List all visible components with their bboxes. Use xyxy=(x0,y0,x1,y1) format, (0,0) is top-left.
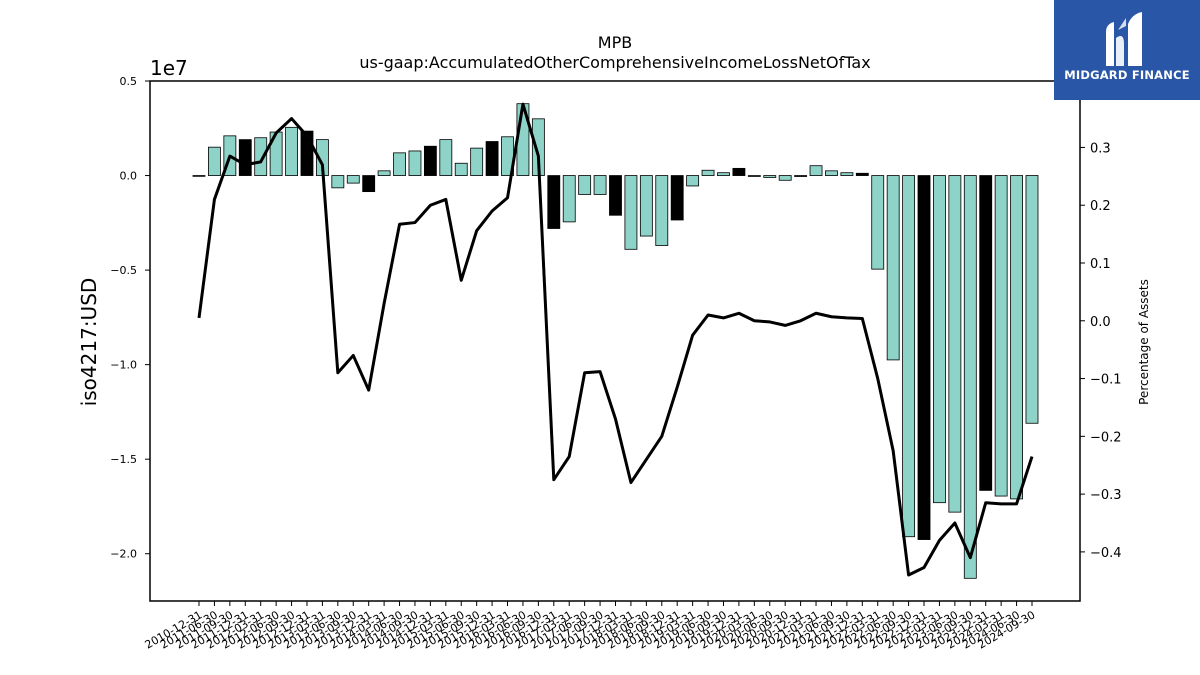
bar-2022-09-30 xyxy=(902,175,916,538)
bar-2011-06-30 xyxy=(208,146,221,176)
bar-2024-09-30 xyxy=(1025,175,1039,424)
bar-2014-12-31 xyxy=(423,145,437,176)
logo-mark-icon xyxy=(1106,12,1142,66)
bar-2020-12-31 xyxy=(794,175,808,177)
y-tick-label: −1.5 xyxy=(110,453,137,466)
y2-tick-label: 0.3 xyxy=(1090,141,1111,156)
bar-2021-09-30 xyxy=(840,172,854,176)
chart-subtitle: us-gaap:AccumulatedOtherComprehensiveInc… xyxy=(359,53,870,72)
y-tick-label: −1.0 xyxy=(110,359,137,372)
y-tick-label: −2.0 xyxy=(110,548,137,561)
line-series xyxy=(197,102,1034,577)
y2-tick-label: −0.2 xyxy=(1090,430,1122,445)
y2-tick-label: −0.1 xyxy=(1090,373,1122,388)
bar-2021-03-31 xyxy=(809,165,823,176)
bar-2023-03-31 xyxy=(933,175,946,504)
bar-2024-03-31 xyxy=(994,175,1008,497)
y2-tick-label: 0.0 xyxy=(1090,315,1111,330)
bar-2014-03-31 xyxy=(377,170,391,176)
bar-series xyxy=(192,103,1039,579)
bar-2021-06-30 xyxy=(825,170,838,176)
bar-2018-06-30 xyxy=(639,175,653,237)
bar-2018-12-31 xyxy=(670,175,684,221)
y-tick-label: 0.5 xyxy=(120,75,138,88)
y2-axis-label: Percentage of Assets xyxy=(1137,279,1151,405)
bar-2024-06-30 xyxy=(1010,175,1023,500)
bar-2012-09-30 xyxy=(285,126,298,176)
bar-2013-09-30 xyxy=(346,175,360,184)
bar-2020-03-31 xyxy=(747,175,761,177)
bar-2014-09-30 xyxy=(408,150,422,176)
bar-2016-12-31 xyxy=(547,175,561,229)
logo-text: MIDGARD FINANCE xyxy=(1064,68,1190,82)
bar-2017-03-31 xyxy=(562,175,576,223)
bar-2019-06-30 xyxy=(701,169,715,176)
bar-2019-03-31 xyxy=(686,175,700,187)
bar-2014-06-30 xyxy=(393,152,406,176)
bar-2012-03-31 xyxy=(254,137,268,176)
bar-2011-12-31 xyxy=(238,139,252,176)
bar-2017-06-30 xyxy=(578,175,592,195)
bar-2022-12-31 xyxy=(917,175,931,540)
bar-2017-09-30 xyxy=(593,175,607,195)
percentage-line xyxy=(197,102,1034,577)
bar-2010-12-31 xyxy=(192,175,206,177)
bar-2023-09-30 xyxy=(963,175,977,579)
bar-2020-06-30 xyxy=(763,175,777,178)
bar-2021-12-31 xyxy=(855,172,869,176)
bar-2019-09-30 xyxy=(717,172,730,176)
bar-2022-03-31 xyxy=(871,175,885,270)
bar-2015-12-31 xyxy=(485,141,499,176)
y2-tick-label: −0.3 xyxy=(1090,488,1122,503)
y2-tick-label: 0.1 xyxy=(1090,257,1111,272)
y-axis-label: iso4217:USD xyxy=(77,278,101,407)
bar-2020-09-30 xyxy=(778,175,792,181)
y2-tick-label: −0.4 xyxy=(1090,546,1122,561)
bar-2017-12-31 xyxy=(609,175,622,216)
bar-2013-12-31 xyxy=(362,175,376,193)
y-tick-label: 0.0 xyxy=(120,170,138,183)
y-axis-scale-label: 1e7 xyxy=(150,56,188,80)
bar-2018-09-30 xyxy=(655,175,669,246)
axes: 0.5 0.0 −0.5 −1.0 −1.5 −2.0 0.3 0.2 0.1 0.0 −0.1 −0… xyxy=(110,75,1121,652)
bar-2015-09-30 xyxy=(470,147,484,176)
bar-2013-06-30 xyxy=(331,175,345,189)
bar-2015-06-30 xyxy=(454,162,468,176)
chart-title: MPB xyxy=(598,33,632,52)
bar-2018-03-31 xyxy=(624,175,638,250)
bar-2022-06-30 xyxy=(886,175,900,361)
company-logo: MIDGARD FINANCE xyxy=(1054,0,1200,100)
y2-tick-label: 0.2 xyxy=(1090,199,1111,214)
bar-2019-12-31 xyxy=(732,167,746,176)
bar-2023-06-30 xyxy=(948,175,962,513)
bar-2023-12-31 xyxy=(979,175,993,491)
bar-2015-03-31 xyxy=(439,139,453,176)
y-tick-label: −0.5 xyxy=(110,264,137,277)
